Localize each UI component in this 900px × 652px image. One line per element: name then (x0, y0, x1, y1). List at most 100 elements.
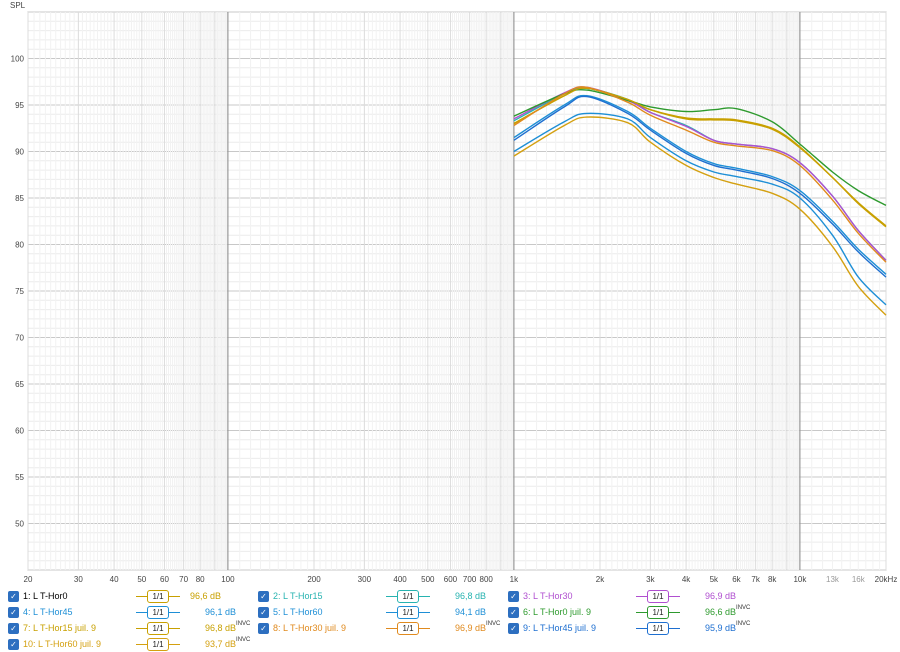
series-level: 96,6 dB (190, 591, 222, 601)
y-tick-label: 85 (15, 194, 24, 203)
series-level: 96,8 dB (455, 591, 487, 601)
series-line-10 (513, 116, 887, 316)
series-name: 5: L T-Hor60 (273, 607, 323, 617)
smoothing-button[interactable]: 1/1 (636, 604, 680, 620)
checkbox-checked-icon[interactable] (508, 606, 519, 618)
series-name: 10: L T-Hor60 juil. 9 (23, 639, 102, 649)
x-tick-label: 5k (710, 575, 719, 584)
series-lines (513, 86, 887, 316)
legend-row: 7: L T-Hor15 juil. 9 1/1 96,8 dBINVC 8: … (0, 620, 900, 636)
series-level: 96,1 dB (205, 607, 237, 617)
x-tick-label: 200 (307, 575, 321, 584)
y-tick-label: 65 (15, 380, 24, 389)
series-name: 9: L T-Hor45 juil. 9 (523, 623, 597, 633)
series-level: 96,9 dBINVC (455, 621, 501, 633)
x-tick-label: 13k (826, 575, 840, 584)
spl-chart: 50 55 60 65 70 75 80 85 90 95 100 SPL 20 30 40 50 60 70 80… (10, 1, 897, 584)
legend-row: 4: L T-Hor45 1/1 96,1 dB 5: L T-Hor60 1/… (0, 604, 900, 620)
x-tick-label: 40 (110, 575, 119, 584)
series-level: 96,6 dBINVC (705, 605, 751, 617)
checkbox-checked-icon[interactable] (8, 638, 19, 650)
legend-item-7[interactable]: 7: L T-Hor15 juil. 9 (8, 620, 96, 636)
x-tick-label: 70 (179, 575, 188, 584)
series-name: 6: L T-Hor0 juil. 9 (523, 607, 592, 617)
x-tick-label: 60 (160, 575, 169, 584)
legend-item-8[interactable]: 8: L T-Hor30 juil. 9 (258, 620, 346, 636)
legend-item-6[interactable]: 6: L T-Hor0 juil. 9 (508, 604, 591, 620)
series-line-8 (513, 86, 887, 263)
checkbox-checked-icon[interactable] (508, 590, 519, 602)
smoothing-button[interactable]: 1/1 (636, 588, 680, 604)
x-tick-label: 80 (196, 575, 205, 584)
legend-item-3[interactable]: 3: L T-Hor30 (508, 588, 573, 604)
series-line-6 (513, 88, 887, 207)
series-name: 3: L T-Hor30 (523, 591, 573, 601)
series-line-7 (513, 87, 887, 228)
series-line-5 (513, 112, 887, 306)
series-level: 94,1 dB (455, 607, 487, 617)
y-tick-label: 70 (15, 334, 24, 343)
x-tick-label: 8k (768, 575, 777, 584)
axis-labels: 50 55 60 65 70 75 80 85 90 95 100 SPL 20 30 40 50 60 70 80… (10, 1, 897, 584)
x-tick-label: 3k (646, 575, 655, 584)
x-tick-label: 300 (358, 575, 372, 584)
legend-row: 10: L T-Hor60 juil. 9 1/1 93,7 dBINVC (0, 636, 900, 652)
y-axis-label: SPL (10, 1, 26, 10)
series-level: 93,7 dBINVC (205, 637, 251, 649)
y-tick-label: 80 (15, 241, 24, 250)
series-name: 7: L T-Hor15 juil. 9 (23, 623, 97, 633)
smoothing-button[interactable]: 1/1 (136, 588, 180, 604)
series-line-9 (513, 95, 887, 278)
x-tick-label: 1k (510, 575, 519, 584)
smoothing-button[interactable]: 1/1 (636, 620, 680, 636)
x-tick-label: 6k (732, 575, 741, 584)
checkbox-checked-icon[interactable] (258, 590, 269, 602)
x-tick-label: 500 (421, 575, 435, 584)
legend-item-10[interactable]: 10: L T-Hor60 juil. 9 (8, 636, 101, 652)
x-tick-label: 2k (596, 575, 605, 584)
y-tick-label: 90 (15, 148, 24, 157)
series-level: 95,9 dBINVC (705, 621, 751, 633)
legend-item-2[interactable]: 2: L T-Hor15 (258, 588, 323, 604)
x-tick-label: 50 (137, 575, 146, 584)
checkbox-checked-icon[interactable] (258, 622, 269, 634)
y-tick-label: 75 (15, 287, 24, 296)
series-line-4 (513, 94, 887, 275)
x-tick-label: 100 (221, 575, 235, 584)
y-tick-label: 60 (15, 427, 24, 436)
x-tick-label: 30 (74, 575, 83, 584)
series-level: 96,9 dB (705, 591, 737, 601)
legend: 1: L T-Hor0 1/1 96,6 dB 2: L T-Hor15 1/1… (0, 588, 900, 652)
checkbox-checked-icon[interactable] (8, 590, 19, 602)
legend-item-1[interactable]: 1: L T-Hor0 (8, 588, 68, 604)
smoothing-button[interactable]: 1/1 (136, 620, 180, 636)
checkbox-checked-icon[interactable] (508, 622, 519, 634)
smoothing-button[interactable]: 1/1 (386, 604, 430, 620)
legend-item-5[interactable]: 5: L T-Hor60 (258, 604, 323, 620)
x-tick-label: 7k (751, 575, 760, 584)
x-tick-label: 16k (852, 575, 866, 584)
series-level: 96,8 dBINVC (205, 621, 251, 633)
y-tick-label: 100 (11, 55, 25, 64)
grid (27, 11, 887, 571)
y-tick-label: 95 (15, 101, 24, 110)
smoothing-button[interactable]: 1/1 (136, 636, 180, 652)
series-name: 1: L T-Hor0 (23, 591, 68, 601)
smoothing-button[interactable]: 1/1 (386, 620, 430, 636)
checkbox-checked-icon[interactable] (8, 606, 19, 618)
smoothing-button[interactable]: 1/1 (136, 604, 180, 620)
y-tick-label: 50 (15, 520, 24, 529)
series-name: 8: L T-Hor30 juil. 9 (273, 623, 347, 633)
x-tick-label: 600 (444, 575, 458, 584)
checkbox-checked-icon[interactable] (8, 622, 19, 634)
series-name: 4: L T-Hor45 (23, 607, 73, 617)
legend-item-4[interactable]: 4: L T-Hor45 (8, 604, 73, 620)
x-tick-label: 20kHz (875, 575, 898, 584)
y-tick-label: 55 (15, 473, 24, 482)
checkbox-checked-icon[interactable] (258, 606, 269, 618)
legend-item-9[interactable]: 9: L T-Hor45 juil. 9 (508, 620, 596, 636)
smoothing-button[interactable]: 1/1 (386, 588, 430, 604)
x-tick-label: 700 (463, 575, 477, 584)
series-name: 2: L T-Hor15 (273, 591, 323, 601)
x-tick-label: 4k (682, 575, 691, 584)
